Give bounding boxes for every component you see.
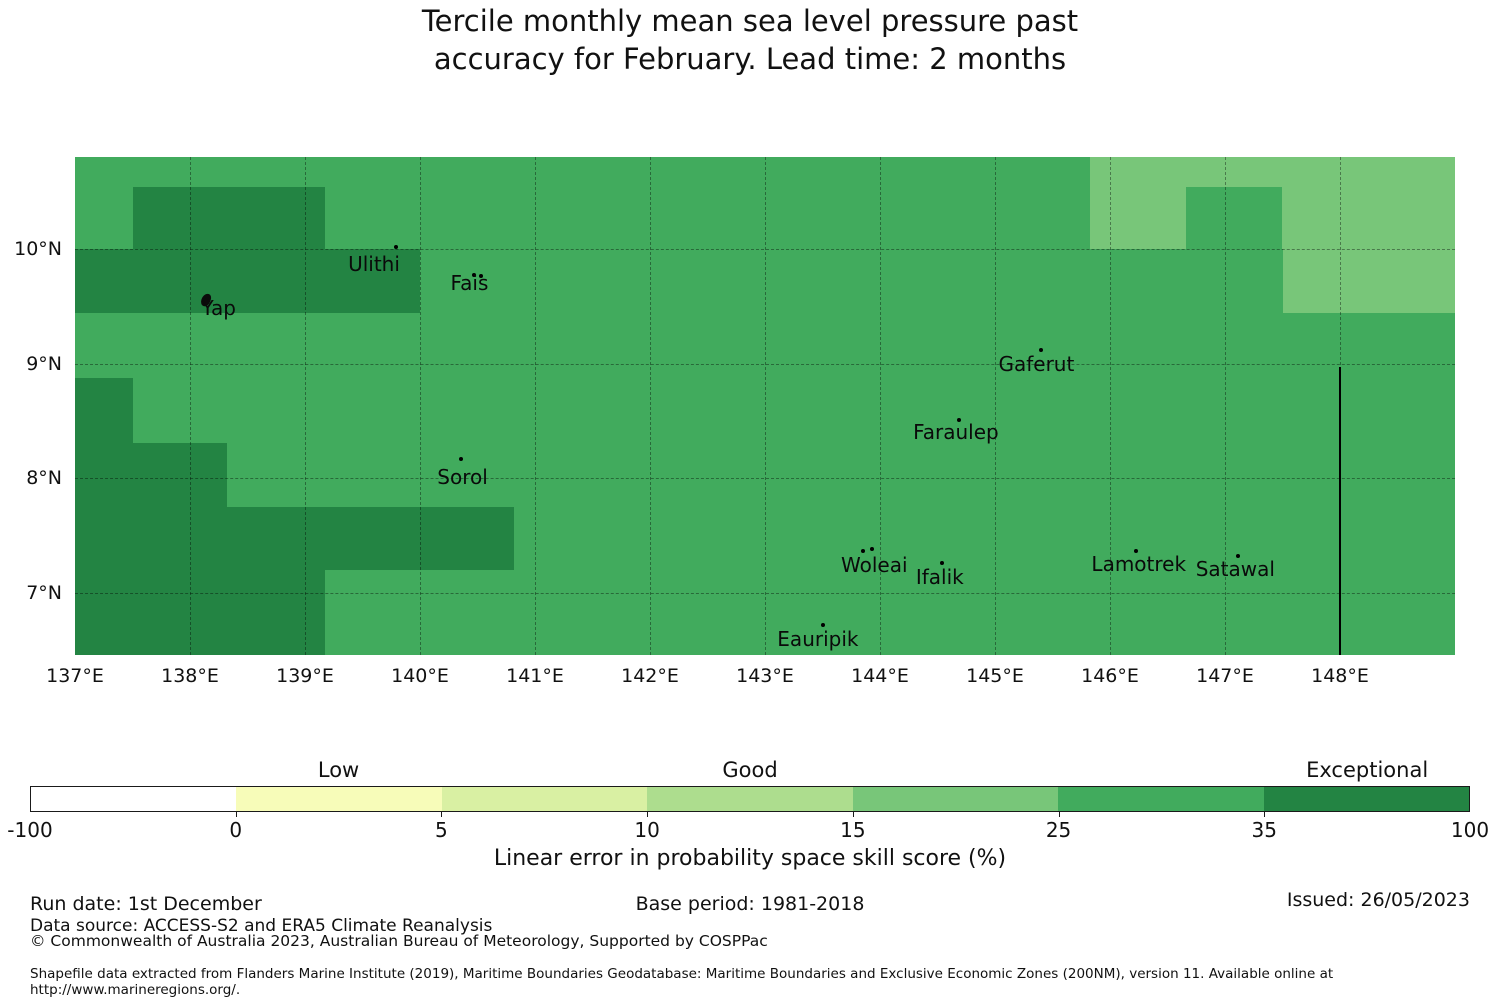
colorbar-tick-label: 25: [1045, 818, 1072, 842]
x-tick-label: 137°E: [46, 665, 104, 687]
x-tick-label: 140°E: [391, 665, 449, 687]
island-marker-dot: [478, 274, 483, 279]
island-marker-dot: [1134, 548, 1139, 553]
island-label-eauripik: Eauripik: [777, 626, 859, 651]
grid-line-vertical: [1225, 157, 1226, 655]
colorbar-tick: [1264, 812, 1266, 817]
colorbar-tick: [647, 812, 649, 817]
colorbar-tick-label: 0: [229, 818, 243, 842]
colorbar-segment-10-15: [647, 787, 853, 811]
colorbar-segment-35-100: [1263, 787, 1469, 811]
grid-line-horizontal: [75, 248, 1455, 250]
x-tick-label: 138°E: [161, 665, 219, 687]
colorbar-segment--100-0: [31, 787, 237, 811]
island-marker-dot: [869, 547, 874, 552]
colorbar-segment-15-25: [852, 787, 1059, 811]
grid-line-vertical: [995, 157, 996, 655]
colorbar: [30, 786, 1470, 812]
grid-line-vertical: [420, 157, 421, 655]
island-label-gaferut: Gaferut: [998, 351, 1075, 376]
chart-title: Tercile monthly mean sea level pressure …: [0, 2, 1500, 78]
colorbar-tick: [1058, 812, 1060, 817]
map-region-35-100: [75, 506, 515, 571]
grid-line-horizontal: [75, 593, 1455, 595]
grid-line-horizontal: [75, 478, 1455, 480]
map-region-35-100: [75, 378, 133, 443]
x-tick-label: 147°E: [1196, 665, 1254, 687]
x-tick-label: 139°E: [276, 665, 334, 687]
chart-title-line1: Tercile monthly mean sea level pressure …: [421, 4, 1079, 38]
island-marker-dot: [957, 417, 962, 422]
island-marker-dot: [940, 561, 945, 566]
copyright-text: © Commonwealth of Australia 2023, Austra…: [30, 932, 768, 950]
grid-line-horizontal: [75, 363, 1455, 365]
island-label-sorol: Sorol: [437, 465, 488, 490]
island-label-satawal: Satawal: [1195, 556, 1275, 581]
colorbar-tick-label: -100: [7, 818, 53, 842]
map-region-35-100: [75, 248, 420, 314]
island-label-ifalik: Ifalik: [915, 564, 964, 589]
grid-line-vertical: [650, 157, 651, 655]
map-region-25-35: [1185, 186, 1283, 249]
x-tick-label: 143°E: [736, 665, 794, 687]
colorbar-tick-label: 100: [1450, 818, 1490, 842]
x-tick-label: 148°E: [1311, 665, 1369, 687]
colorbar-axis-label: Linear error in probability space skill …: [493, 846, 1007, 871]
colorbar-segment-0-5: [236, 787, 442, 811]
run-date-text: Run date: 1st December: [30, 893, 262, 915]
island-label-yap: Yap: [201, 296, 236, 321]
island-label-lamotrek: Lamotrek: [1091, 552, 1187, 577]
colorbar-tick: [441, 812, 443, 817]
base-period-text: Base period: 1981-2018: [635, 893, 865, 915]
grid-line-vertical: [880, 157, 881, 655]
shapefile-note-text: Shapefile data extracted from Flanders M…: [30, 966, 1334, 998]
x-tick-label: 146°E: [1081, 665, 1139, 687]
island-label-woleai: Woleai: [840, 553, 908, 578]
grid-line-vertical: [190, 157, 191, 655]
colorbar-tick-label: 10: [634, 818, 660, 842]
island-marker-dot: [472, 273, 477, 278]
x-tick-label: 141°E: [506, 665, 564, 687]
grid-line-vertical: [765, 157, 766, 655]
island-label-faraulep: Faraulep: [913, 420, 999, 445]
island-marker-dot: [860, 548, 865, 553]
colorbar-segment-25-35: [1058, 787, 1264, 811]
data-source-text: Data source: ACCESS-S2 and ERA5 Climate …: [30, 916, 493, 936]
y-tick-label: 10°N: [14, 237, 62, 260]
colorbar-category-label-exceptional: Exceptional: [1306, 758, 1429, 782]
colorbar-category-label-good: Good: [722, 758, 778, 782]
island-marker-dot: [1235, 554, 1240, 559]
island-label-fais: Fais: [450, 271, 489, 296]
y-tick-label: 9°N: [26, 352, 62, 375]
chart-title-line2: accuracy for February. Lead time: 2 mont…: [433, 42, 1067, 76]
x-tick-label: 145°E: [966, 665, 1024, 687]
map-panel: Yap Ulithi Fais Gaferut Faraulep Sorol Woleai I…: [75, 157, 1455, 655]
colorbar-tick-label: 15: [840, 818, 866, 842]
colorbar-tick-label: 5: [435, 818, 448, 842]
y-tick-label: 7°N: [26, 582, 62, 605]
map-region-35-100: [75, 570, 325, 655]
colorbar-category-label-low: Low: [317, 758, 360, 782]
grid-line-vertical: [535, 157, 536, 655]
grid-line-vertical: [1110, 157, 1111, 655]
island-label-ulithi: Ulithi: [348, 251, 400, 276]
x-tick-label: 142°E: [621, 665, 679, 687]
island-marker-dot: [1039, 347, 1043, 352]
colorbar-tick-label: 35: [1251, 818, 1278, 842]
x-tick-label: 144°E: [851, 665, 909, 687]
colorbar-segment-5-10: [441, 787, 648, 811]
island-marker-dot: [820, 623, 825, 628]
island-marker-dot: [459, 456, 464, 461]
colorbar-tick: [852, 812, 854, 817]
island-marker-dot: [393, 244, 398, 249]
map-region-35-100: [75, 442, 227, 507]
map-region-35-100: [132, 186, 325, 249]
colorbar-tick: [235, 812, 237, 817]
eez-boundary-line: [1339, 366, 1341, 655]
issued-date-text: Issued: 26/05/2023: [1286, 889, 1470, 911]
grid-line-vertical: [305, 157, 306, 655]
map-region-15-25: [1282, 248, 1455, 314]
y-tick-label: 8°N: [26, 467, 62, 490]
